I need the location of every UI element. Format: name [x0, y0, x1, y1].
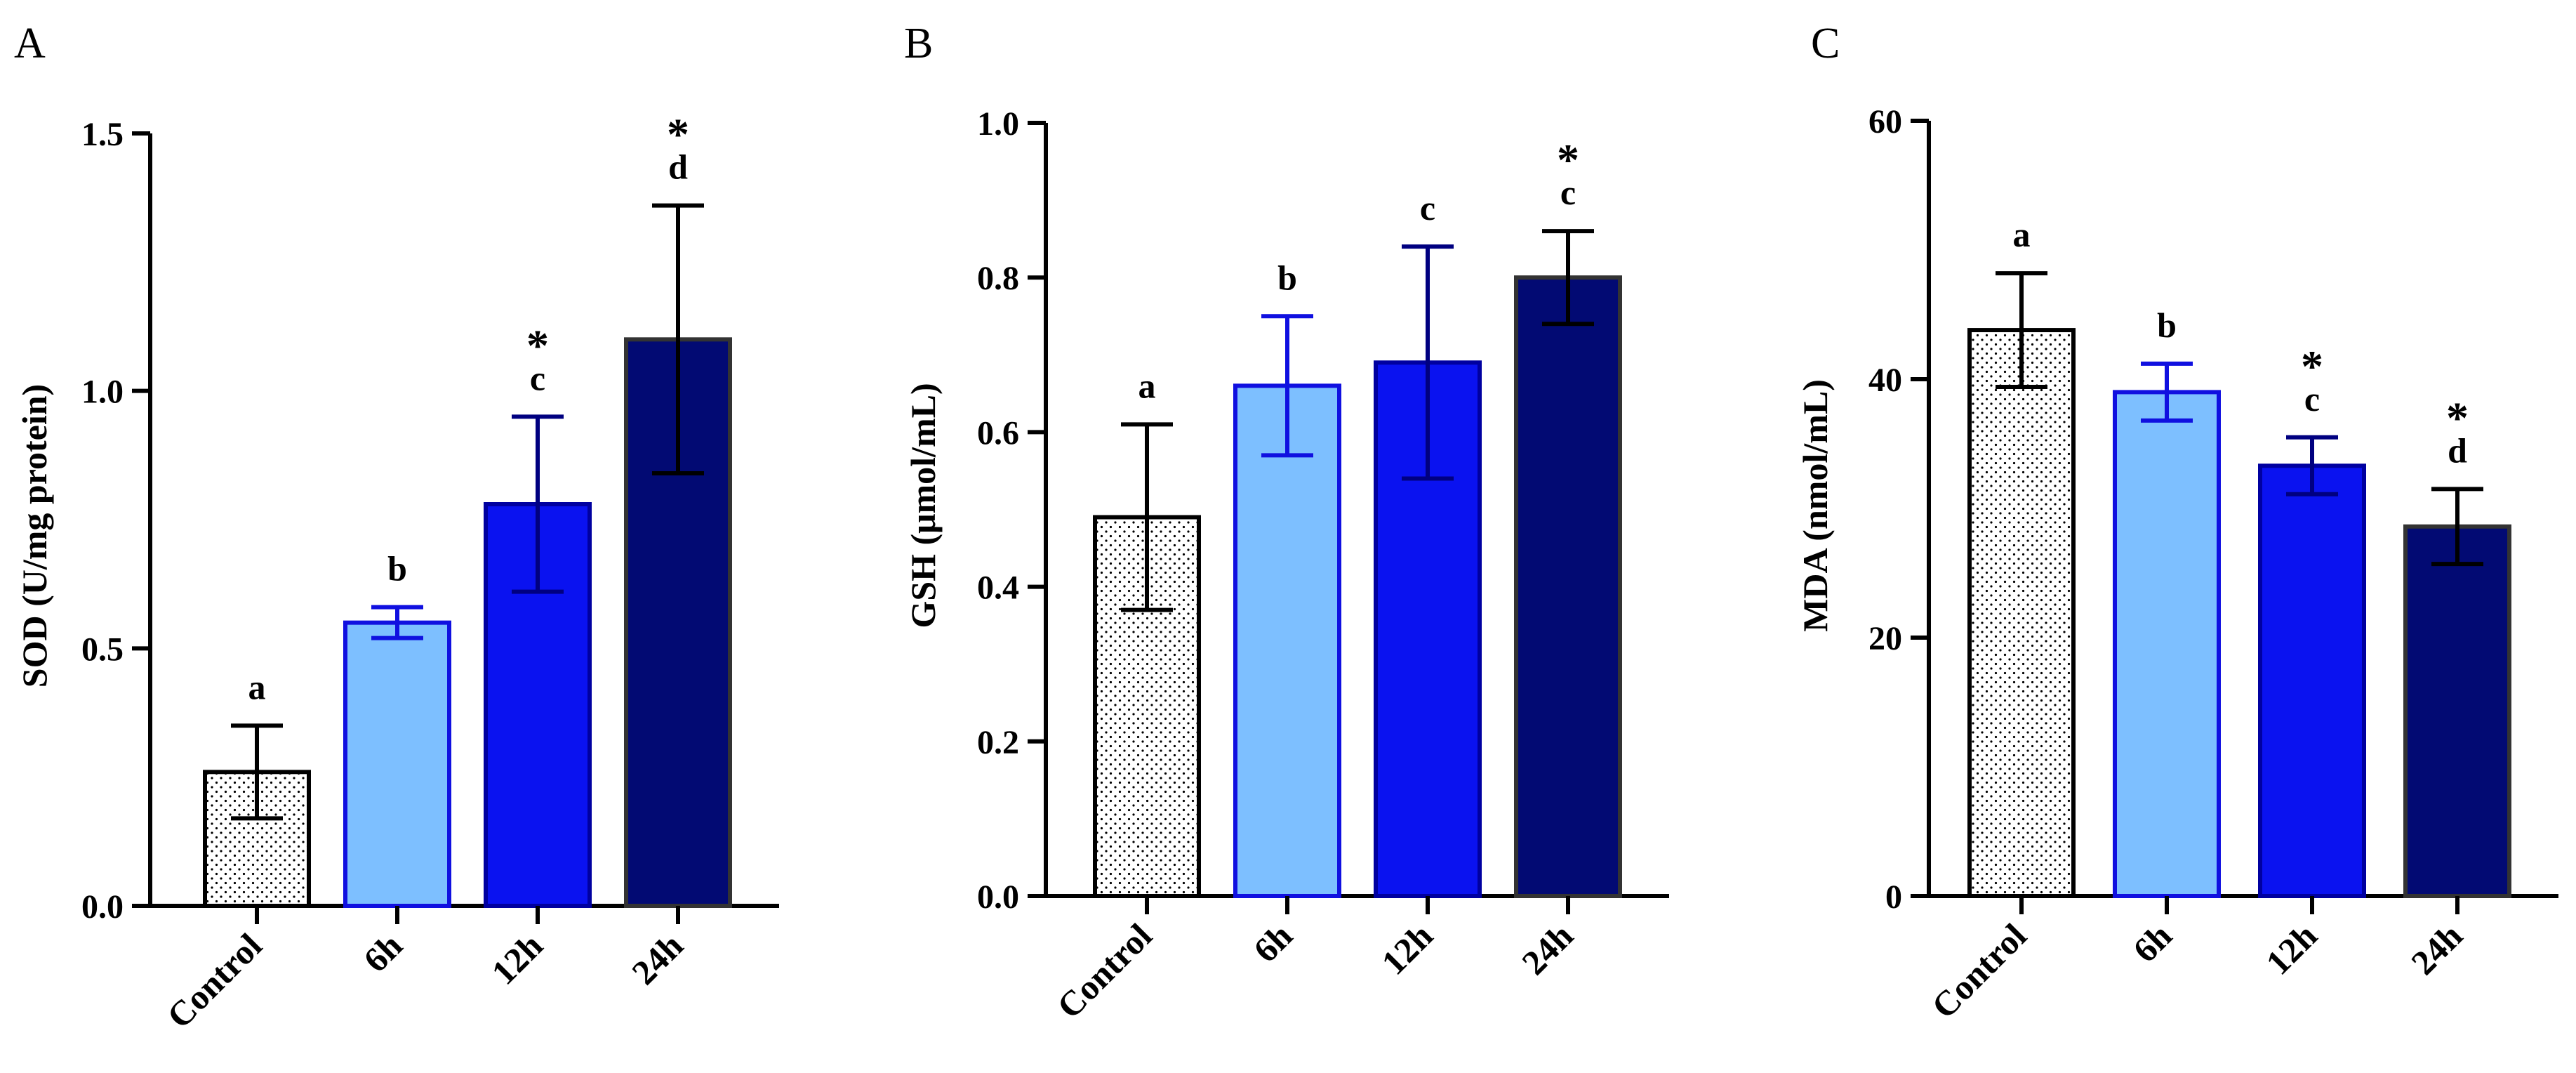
y-tick-label: 0.5: [81, 631, 124, 668]
bar-6h: [2113, 390, 2221, 898]
significance-letter: d: [2448, 430, 2467, 470]
x-tick-label: 12h: [1374, 916, 1440, 982]
y-axis-title: SOD (U/mg protein): [15, 384, 54, 687]
y-tick-label: 0.2: [977, 724, 1019, 761]
x-tick-label: 12h: [484, 926, 550, 992]
x-tick-label: 24h: [2403, 916, 2470, 982]
significance-letter: c: [530, 358, 545, 397]
y-axis-title: GSH (μmol/mL): [903, 383, 943, 628]
y-tick-label: 0.0: [977, 878, 1019, 916]
x-tick-label: 24h: [624, 926, 691, 992]
x-tick-label: 6h: [2125, 916, 2179, 970]
significance-letter: d: [668, 147, 688, 187]
y-tick-label: 0.4: [977, 570, 1019, 607]
significance-star: *: [1557, 135, 1579, 185]
y-tick-label: 0.8: [977, 260, 1019, 297]
x-tick-label: Control: [1049, 916, 1160, 1026]
y-tick-label: 60: [1868, 103, 1902, 140]
x-tick-label: 6h: [1246, 916, 1300, 970]
y-tick-label: 40: [1868, 362, 1902, 399]
x-tick-label: Control: [1924, 916, 2034, 1026]
x-tick-label: 24h: [1514, 916, 1581, 982]
y-tick-label: 0.6: [977, 414, 1019, 452]
bar-6h: [1233, 383, 1341, 898]
significance-letter: a: [1138, 366, 1156, 405]
significance-letter: b: [387, 549, 407, 588]
significance-star: *: [667, 110, 689, 159]
significance-letter: b: [1277, 258, 1297, 297]
bar-6h: [343, 620, 451, 909]
x-tick-label: 6h: [356, 926, 410, 980]
panel-b: B GSH (μmol/mL) 0.0 0.2 0.4 0.6 0.8 1.0 Contro…: [903, 20, 1669, 1026]
significance-letter: a: [2013, 215, 2031, 254]
x-tick-label: 12h: [2258, 916, 2325, 982]
significance-letter: c: [2304, 379, 2320, 419]
x-tick-label: Control: [159, 926, 270, 1036]
bar-12h: [2258, 463, 2366, 898]
y-tick-label: 1.0: [977, 105, 1019, 143]
panel-c: C MDA (nmol/mL) 0204060Controla6hb12hc*2…: [1795, 20, 2558, 1026]
bar-control: [1967, 328, 2076, 898]
bar-24h: [1514, 275, 1622, 898]
significance-letter: c: [1420, 188, 1435, 228]
panel-a: A SOD (U/mg protein) 0.0 0.5 1.0 1.5 Control…: [14, 20, 779, 1036]
y-tick-label: 20: [1868, 620, 1902, 657]
y-axis-title: MDA (nmol/mL): [1795, 379, 1835, 632]
panel-letter: C: [1811, 20, 1840, 67]
y-tick-label: 0: [1885, 878, 1902, 916]
significance-letter: a: [248, 667, 266, 706]
bar-24h: [2403, 524, 2511, 898]
significance-star: *: [2446, 393, 2469, 442]
y-tick-label: 1.0: [81, 374, 124, 411]
significance-star: *: [2301, 341, 2323, 391]
y-tick-label: 0.0: [81, 888, 124, 926]
significance-letter: b: [2157, 305, 2177, 345]
significance-letter: c: [1560, 173, 1576, 212]
panel-letter: A: [14, 20, 46, 67]
panel-letter: B: [904, 20, 933, 67]
y-tick-label: 1.5: [81, 116, 124, 153]
significance-star: *: [526, 320, 549, 370]
